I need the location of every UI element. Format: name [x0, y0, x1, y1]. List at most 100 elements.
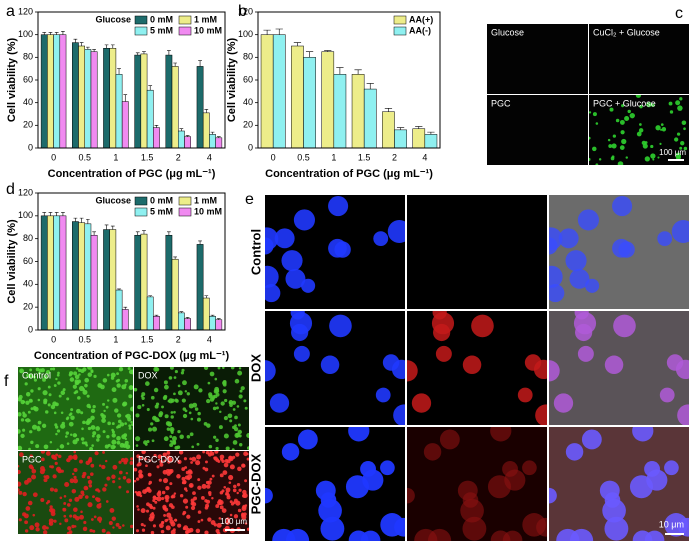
cell-spot — [156, 465, 160, 469]
cell-spot — [66, 416, 70, 420]
cell-spot — [177, 390, 183, 396]
cell-spot — [237, 423, 241, 427]
cell-spot — [135, 477, 140, 481]
cell-spot — [82, 420, 86, 425]
cell-spot — [151, 426, 158, 432]
cell-spot — [215, 438, 219, 442]
cell-spot — [101, 418, 106, 424]
cell-spot — [111, 387, 117, 393]
cell-spot — [238, 488, 242, 492]
cell-spot — [618, 241, 635, 258]
error-bar — [185, 135, 190, 137]
error-bar — [185, 317, 190, 319]
cell-spot — [47, 403, 51, 407]
bar — [153, 316, 160, 331]
error-bar — [92, 49, 96, 52]
bar — [260, 34, 274, 149]
cell-spot — [105, 500, 109, 503]
cell-spot — [683, 146, 688, 151]
cell-spot — [74, 454, 77, 458]
cell-spot — [153, 387, 159, 393]
cell-spot — [269, 393, 290, 413]
cell-spot — [137, 508, 140, 511]
cell-spot — [285, 268, 306, 289]
cell-spot — [152, 506, 156, 510]
cell-spot — [589, 157, 591, 161]
cell-spot — [265, 227, 279, 251]
cell-spot — [462, 355, 482, 375]
image-label: PGC + Glucose — [593, 98, 656, 108]
cell-spot — [612, 134, 616, 138]
cell-spot — [29, 454, 33, 458]
cell-spot — [148, 482, 151, 486]
panel-label: e — [245, 191, 254, 208]
cell-spot — [189, 457, 193, 461]
cell-spot — [223, 462, 229, 468]
cell-spot — [90, 463, 95, 468]
cell-spot — [45, 410, 49, 414]
cell-spot — [145, 509, 150, 513]
cell-spot — [211, 474, 215, 478]
cell-spot — [175, 399, 179, 403]
error-bar — [198, 60, 202, 67]
cell-spot — [246, 433, 249, 438]
cell-spot — [535, 404, 547, 425]
cell-spot — [111, 433, 116, 438]
cell-spot — [239, 389, 243, 393]
cell-spot — [77, 368, 82, 373]
cell-spot — [644, 461, 660, 477]
cell-spot — [246, 527, 249, 531]
cell-spot — [135, 444, 139, 447]
cell-spot — [74, 434, 78, 437]
cell-spot — [502, 461, 518, 477]
cell-spot — [98, 464, 102, 467]
cell-spot — [215, 528, 220, 534]
x-axis-label: Concentration of PGC-DOX (μg mL⁻¹) — [34, 350, 230, 362]
x-tick-label: 1.5 — [358, 152, 371, 162]
cell-spot — [604, 516, 629, 541]
cell-spot — [22, 428, 26, 432]
cell-spot — [574, 311, 589, 320]
cell-spot — [609, 107, 614, 112]
cell-spot — [183, 525, 189, 531]
cell-spot — [211, 497, 214, 500]
bar — [146, 89, 154, 149]
cell-spot — [159, 460, 163, 464]
cell-spot — [112, 397, 118, 403]
cell-spot — [182, 380, 187, 386]
cell-spot — [265, 265, 279, 288]
y-tick-label: 80 — [23, 52, 33, 62]
cell-spot — [627, 109, 631, 114]
cell-spot — [183, 487, 188, 491]
bar — [165, 54, 173, 149]
cell-spot — [18, 429, 21, 434]
cell-spot — [660, 123, 664, 126]
cell-spot — [176, 474, 181, 479]
cell-spot — [68, 498, 73, 502]
panel-label: b — [238, 3, 247, 20]
cell-spot — [70, 408, 74, 412]
cell-spot — [20, 399, 25, 405]
cell-spot — [439, 429, 460, 450]
cell-spot — [225, 487, 231, 493]
error-bar — [123, 94, 128, 102]
cell-spot — [22, 413, 27, 418]
bar — [109, 48, 117, 149]
cell-spot — [236, 405, 240, 408]
cell-spot — [290, 311, 305, 320]
cell-spot — [165, 486, 170, 491]
cell-spot — [38, 371, 41, 375]
cell-spot — [87, 367, 93, 370]
bar — [59, 34, 67, 149]
cell-spot — [272, 528, 296, 541]
cell-spot — [281, 443, 300, 461]
cell-spot — [166, 518, 169, 522]
error-bar — [173, 256, 178, 260]
cell-spot — [173, 410, 176, 414]
cell-spot — [92, 431, 97, 436]
cell-spot — [170, 430, 174, 434]
cell-spot — [320, 516, 345, 541]
panel-label: d — [6, 181, 15, 198]
x-tick-label: 1.5 — [141, 152, 154, 162]
cell-spot — [19, 368, 25, 374]
